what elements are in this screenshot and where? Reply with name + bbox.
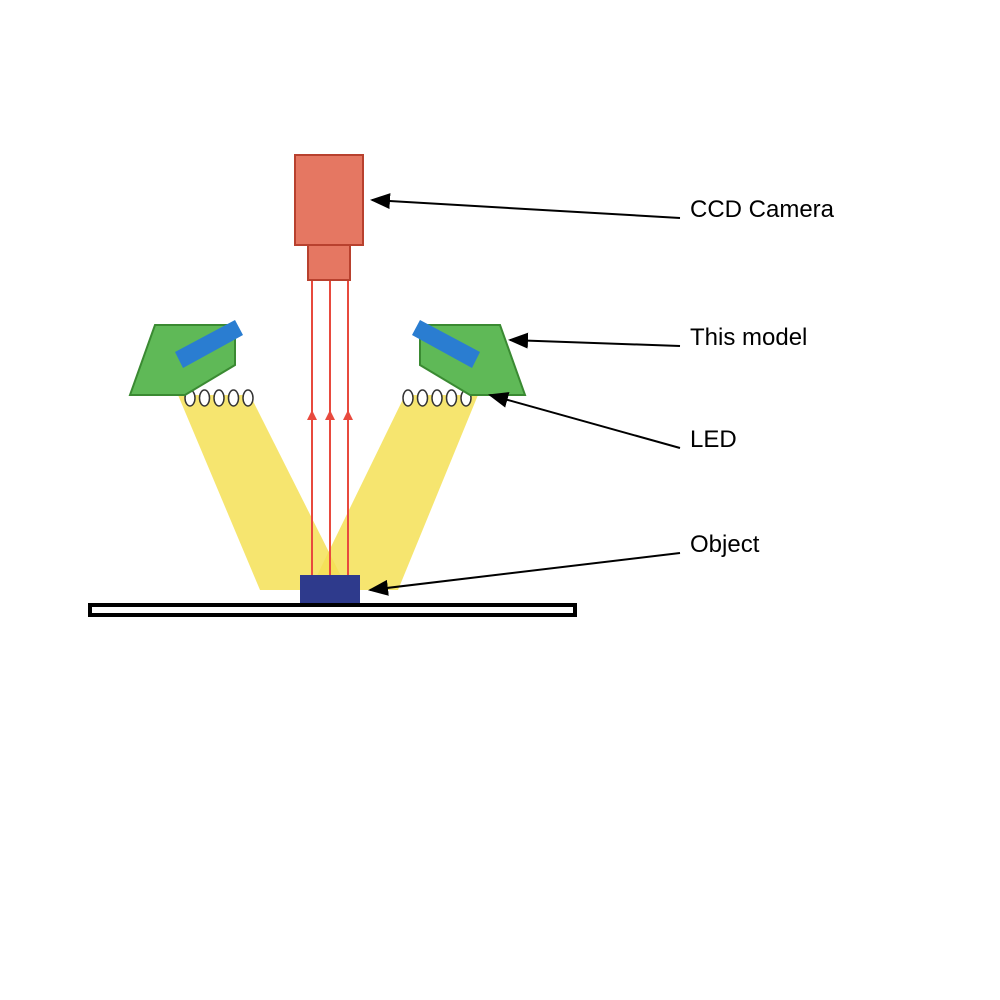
arrow-led: [490, 395, 680, 448]
label-camera: CCD Camera: [690, 196, 834, 224]
label-model: This model: [690, 324, 807, 352]
light-beam-left: [178, 395, 348, 590]
diagram-canvas: [0, 0, 1000, 1000]
label-led: LED: [690, 426, 737, 454]
arrow-object: [370, 553, 680, 590]
arrow-camera: [372, 200, 680, 218]
surface-line: [90, 603, 575, 617]
label-object: Object: [690, 531, 759, 559]
light-beam-right: [310, 395, 478, 590]
ccd-camera-body: [295, 155, 363, 245]
object: [300, 575, 360, 603]
ccd-camera-lens: [308, 245, 350, 280]
arrow-model: [510, 340, 680, 346]
